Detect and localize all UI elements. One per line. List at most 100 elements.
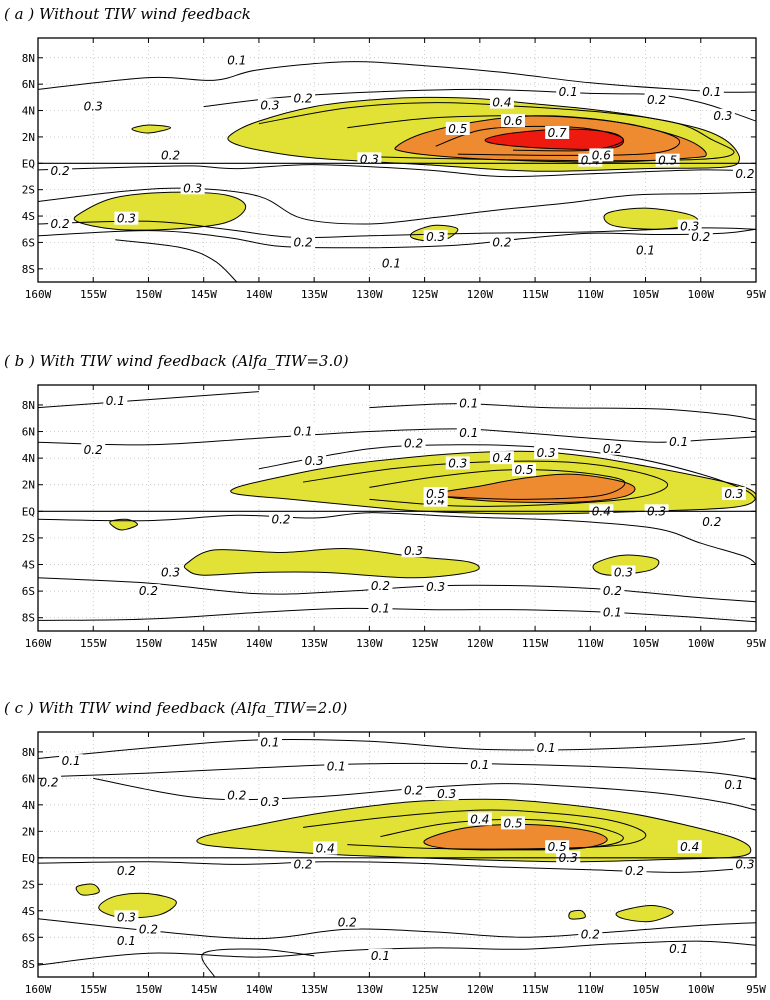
contour-label: 0.5 <box>448 122 467 136</box>
contour-label: 0.5 <box>426 487 445 501</box>
contour-label: 0.1 <box>702 85 721 99</box>
y-tick-label: 4N <box>22 105 35 118</box>
contour-line <box>38 918 756 940</box>
contour-label: 0.2 <box>581 928 600 942</box>
y-axis: 8N 6N 4N 2N EQ 2S 4S 6S 8S <box>22 399 756 625</box>
contour-label: 0.3 <box>84 100 103 114</box>
y-tick-label: 6S <box>22 236 35 249</box>
x-tick-label: 100W <box>688 288 715 301</box>
contour-line <box>38 762 756 781</box>
x-tick-label: 95W <box>746 637 766 650</box>
x-tick-label: 115W <box>522 983 549 996</box>
contour-label: 0.3 <box>713 109 732 123</box>
x-tick-label: 110W <box>577 983 604 996</box>
contour-label: 0.1 <box>371 949 390 963</box>
x-tick-label: 100W <box>688 637 715 650</box>
contour-line <box>38 164 756 178</box>
x-tick-label: 125W <box>411 983 438 996</box>
y-axis: 8N 6N 4N 2N EQ 2S 4S 6S 8S <box>22 746 756 971</box>
x-tick-label: 95W <box>746 983 766 996</box>
y-tick-label: 8N <box>22 399 35 412</box>
contour-label: 0.5 <box>658 154 677 168</box>
contour-label: 0.2 <box>117 864 136 878</box>
contour-label: 0.3 <box>614 565 633 579</box>
contour-line <box>201 948 315 977</box>
contour-label: 0.5 <box>514 463 533 477</box>
contour-line <box>38 391 259 409</box>
shaded-region-0p3 <box>615 904 674 923</box>
contour-label: 0.2 <box>492 235 511 249</box>
contour-label: 0.6 <box>503 114 522 128</box>
y-tick-label: 6N <box>22 426 35 439</box>
x-tick-label: 120W <box>467 288 494 301</box>
contour-line <box>369 403 756 421</box>
x-tick-label: 130W <box>356 288 383 301</box>
contour-label: 0.1 <box>117 934 136 948</box>
x-tick-label: 145W <box>190 983 217 996</box>
contour-line <box>38 607 756 623</box>
contour-label: 0.3 <box>305 454 324 468</box>
contour-label: 0.1 <box>294 425 313 439</box>
panel-c: ( c ) With TIW wind feedback (Alfa_TIW=2… <box>4 699 766 996</box>
y-tick-label: EQ <box>22 157 35 170</box>
y-tick-label: EQ <box>22 852 35 865</box>
contour-label: 0.3 <box>735 857 754 871</box>
x-tick-label: 135W <box>301 288 328 301</box>
x-tick-label: 140W <box>246 637 273 650</box>
contour-line <box>303 460 669 507</box>
shaded-regions <box>73 96 740 243</box>
contour-label: 0.2 <box>371 579 390 593</box>
contour-labels: 0.10.1 0.10.10.10.20.20.2 0.20.20.20.2 0.20… <box>48 53 756 271</box>
panel-title: ( b ) With TIW wind feedback (Alfa_TIW=3… <box>4 352 349 370</box>
contour-label: 0.3 <box>260 98 279 112</box>
plot-frame <box>37 731 757 978</box>
x-tick-label: 160W <box>25 983 52 996</box>
contour-label: 0.3 <box>183 181 202 195</box>
contour-label: 0.3 <box>161 565 180 579</box>
y-axis: 8N 6N 4N 2N EQ 2S 4S 6S 8S <box>22 52 756 276</box>
shaded-region-0p3 <box>592 554 660 576</box>
contour-line <box>380 818 624 851</box>
contour-label: 0.2 <box>338 916 357 930</box>
plot-frame <box>37 37 757 283</box>
contour-line <box>38 220 756 239</box>
y-tick-label: 6N <box>22 78 35 91</box>
shaded-region-0p7 <box>484 128 625 150</box>
y-tick-label: 8N <box>22 52 35 65</box>
x-tick-label: 155W <box>80 983 107 996</box>
x-tick-label: 160W <box>25 288 52 301</box>
contour-label: 0.4 <box>492 96 511 110</box>
x-tick-label: 105W <box>632 983 659 996</box>
x-axis: 160W 155W 150W 145W 140W 135W 130W 125W 120W 115W… <box>25 385 766 650</box>
shaded-region-0p3 <box>131 124 172 134</box>
contour-label: 0.2 <box>294 92 313 106</box>
y-tick-label: 4N <box>22 452 35 465</box>
contour-label: 0.2 <box>702 515 721 529</box>
contour-label: 0.3 <box>448 456 467 470</box>
x-tick-label: 95W <box>746 288 766 301</box>
y-tick-label: 2S <box>22 878 35 891</box>
contour-line <box>369 469 626 500</box>
panel-title: ( c ) With TIW wind feedback (Alfa_TIW=2… <box>4 699 348 717</box>
contour-line <box>38 428 756 446</box>
contour-label: 0.2 <box>294 235 313 249</box>
gridlines <box>38 38 756 282</box>
contour-label: 0.2 <box>39 775 58 789</box>
x-tick-label: 155W <box>80 637 107 650</box>
x-tick-label: 150W <box>135 983 162 996</box>
x-tick-label: 125W <box>411 288 438 301</box>
contour-label: 0.3 <box>426 580 445 594</box>
contour-label: 0.2 <box>625 864 644 878</box>
contour-label: 0.1 <box>537 741 556 755</box>
contour-label: 0.2 <box>603 584 622 598</box>
contour-label: 0.1 <box>371 601 390 615</box>
panel-b: ( b ) With TIW wind feedback (Alfa_TIW=3… <box>4 352 766 650</box>
contour-label: 0.1 <box>327 759 346 773</box>
contour-line <box>258 102 735 162</box>
x-tick-label: 150W <box>135 288 162 301</box>
x-tick-label: 130W <box>356 637 383 650</box>
contour-label: 0.3 <box>437 787 456 801</box>
contour-label: 0.1 <box>459 397 478 411</box>
contour-label: 0.3 <box>680 220 699 234</box>
x-tick-label: 110W <box>577 288 604 301</box>
